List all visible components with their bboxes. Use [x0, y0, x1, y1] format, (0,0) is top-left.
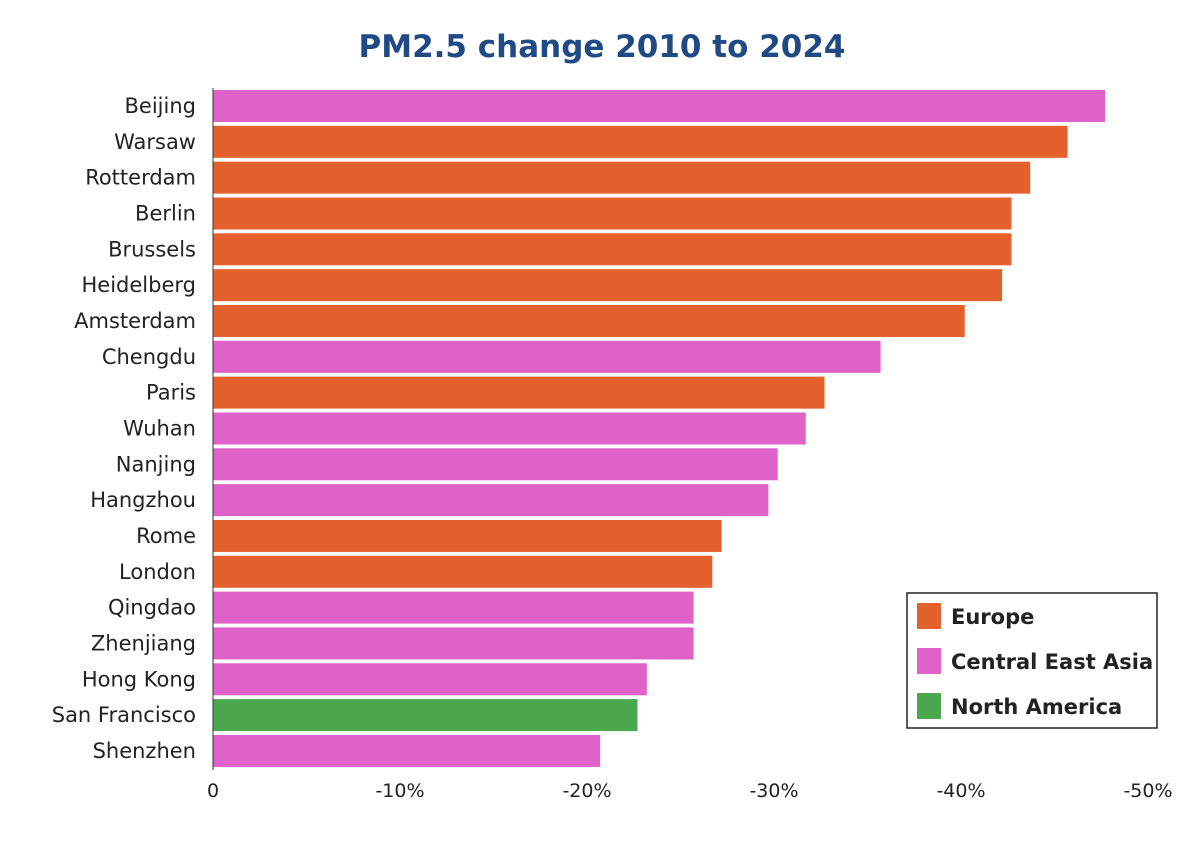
legend-label-north-america: North America	[951, 695, 1122, 719]
bar-rome	[213, 519, 722, 552]
category-label-shenzhen: Shenzhen	[93, 739, 196, 763]
category-labels: Beijing Warsaw Rotterdam Berlin Brussels Heid…	[52, 94, 196, 763]
legend-label-europe: Europe	[951, 605, 1034, 629]
category-label-beijing: Beijing	[125, 94, 196, 118]
category-label-heidelberg: Heidelberg	[82, 273, 196, 297]
bar-chengdu	[213, 340, 881, 373]
bar-london	[213, 555, 713, 588]
category-label-hong-kong: Hong Kong	[82, 667, 196, 691]
x-tick-label: -20%	[562, 780, 611, 802]
bar-hangzhou	[213, 484, 769, 517]
bar-nanjing	[213, 448, 778, 481]
legend-box	[906, 592, 1158, 729]
bar-beijing	[213, 90, 1105, 122]
legend-swatch-north-america	[917, 693, 941, 719]
bar-heidelberg	[213, 269, 1003, 302]
category-label-brussels: Brussels	[108, 237, 196, 261]
bar-shenzhen	[213, 734, 601, 767]
category-label-london: London	[119, 560, 196, 584]
bar-amsterdam	[213, 304, 965, 337]
x-tick-label: -50%	[1123, 780, 1172, 802]
x-tick-label: -30%	[749, 780, 798, 802]
bar-qingdao	[213, 591, 694, 624]
bars-group	[213, 90, 1105, 767]
category-label-san-francisco: San Francisco	[52, 703, 196, 727]
x-tick-label: -10%	[375, 780, 424, 802]
category-label-rotterdam: Rotterdam	[85, 166, 196, 190]
chart-title: PM2.5 change 2010 to 2024	[359, 29, 846, 65]
x-tick-label: 0	[207, 780, 219, 802]
category-label-wuhan: Wuhan	[123, 416, 196, 440]
legend-swatch-central-east-asia	[917, 648, 941, 674]
category-label-amsterdam: Amsterdam	[74, 309, 196, 333]
bar-warsaw	[213, 125, 1068, 158]
x-axis-ticks: 0 -10% -20% -30% -40% -50%	[207, 780, 1173, 802]
legend-label-central-east-asia: Central East Asia	[951, 650, 1153, 674]
category-label-chengdu: Chengdu	[102, 345, 196, 369]
bar-berlin	[213, 197, 1012, 230]
category-label-nanjing: Nanjing	[116, 452, 196, 476]
bar-brussels	[213, 233, 1012, 266]
category-label-berlin: Berlin	[135, 201, 196, 225]
category-label-hangzhou: Hangzhou	[90, 488, 196, 512]
x-tick-label: -40%	[936, 780, 985, 802]
bar-rotterdam	[213, 161, 1031, 194]
bar-hong-kong	[213, 663, 647, 696]
bar-paris	[213, 376, 825, 409]
category-label-qingdao: Qingdao	[108, 596, 196, 620]
legend-swatch-europe	[917, 603, 941, 629]
bar-wuhan	[213, 412, 806, 445]
legend: Europe Central East Asia North America	[906, 592, 1158, 729]
category-label-zhenjiang: Zhenjiang	[91, 631, 196, 655]
category-label-paris: Paris	[146, 381, 196, 405]
bar-san-francisco	[213, 699, 638, 732]
category-label-rome: Rome	[136, 524, 196, 548]
bar-zhenjiang	[213, 627, 694, 660]
category-label-warsaw: Warsaw	[114, 130, 196, 154]
